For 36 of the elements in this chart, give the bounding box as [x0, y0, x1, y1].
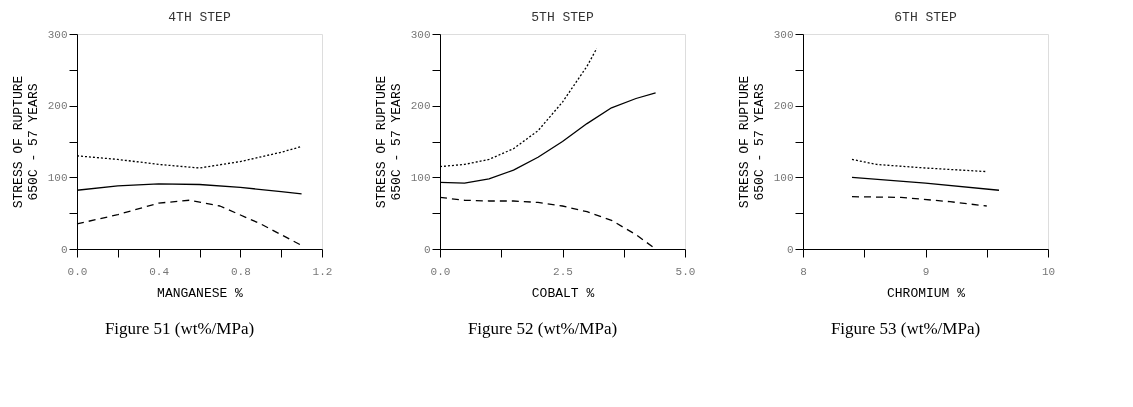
- x-tick-label: 2.5: [553, 265, 573, 278]
- y-tick-label: 100: [773, 171, 794, 184]
- y-tick-label: 300: [773, 28, 794, 41]
- y-axis-title: STRESS OF RUPTURE 650C - 57 YEARS: [373, 75, 404, 209]
- x-axis-title: CHROMIUM %: [886, 285, 966, 301]
- y-tick-label: 300: [47, 28, 68, 41]
- caption: Figure 52 (wt%/MPa): [467, 319, 618, 338]
- x-tick-label: 8: [800, 265, 807, 278]
- y-tick-label: 100: [410, 171, 431, 184]
- y-tick-label: 100: [47, 171, 68, 184]
- x-axis-title: COBALT %: [531, 285, 595, 301]
- y-axis-title: STRESS OF RUPTURE 650C - 57 YEARS: [736, 75, 767, 209]
- y-axis-title: STRESS OF RUPTURE 650C - 57 YEARS: [10, 75, 41, 209]
- line-series: [851, 158, 988, 173]
- x-axis-title: MANGANESE %: [157, 285, 244, 301]
- chart-title: 6TH STEP: [894, 10, 957, 25]
- x-tick-label: 0.8: [230, 265, 251, 278]
- chart-title: 4TH STEP: [168, 10, 231, 25]
- caption: Figure 53 (wt%/MPa): [830, 319, 981, 338]
- x-tick-label: 10: [1041, 265, 1056, 278]
- chart-title: 5TH STEP: [531, 10, 594, 25]
- y-tick-label: 300: [410, 28, 431, 41]
- y-tick-label: 0: [423, 243, 431, 256]
- y-tick-label: 200: [47, 100, 68, 113]
- x-tick-label: 5.0: [675, 265, 696, 278]
- x-tick-label: 0.0: [67, 265, 88, 278]
- x-tick-label: 1.2: [312, 265, 333, 278]
- y-tick-label: 0: [786, 243, 794, 256]
- y-tick-label: 200: [410, 100, 431, 113]
- y-tick-label: 0: [60, 243, 68, 256]
- x-tick-label: 0.4: [149, 265, 170, 278]
- y-tick-label: 200: [773, 100, 794, 113]
- caption: Figure 51 (wt%/MPa): [104, 319, 255, 338]
- line-series: [851, 196, 988, 207]
- x-tick-label: 9: [922, 265, 930, 278]
- x-tick-label: 0.0: [430, 265, 451, 278]
